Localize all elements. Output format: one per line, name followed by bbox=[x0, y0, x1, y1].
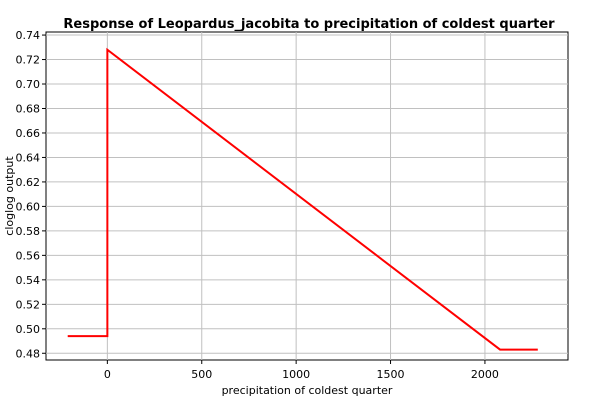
series-layer bbox=[67, 47, 538, 351]
plot-area bbox=[45, 31, 569, 361]
y-axis-label: cloglog output bbox=[3, 156, 16, 236]
y-tick-label: 0.58 bbox=[16, 225, 41, 238]
y-tick-label: 0.52 bbox=[16, 298, 41, 311]
x-tick-label: 1000 bbox=[282, 368, 310, 381]
y-tick-label: 0.56 bbox=[16, 249, 41, 262]
y-tick-label: 0.60 bbox=[16, 200, 41, 213]
y-tick-label: 0.50 bbox=[16, 323, 41, 336]
x-tick-label: 500 bbox=[191, 368, 212, 381]
axis-ticks: 0 500 1000 1500 2000 0.48 0.50 0.52 0.54 0.56 0.58… bbox=[16, 29, 499, 381]
x-tick-label: 1500 bbox=[377, 368, 405, 381]
y-tick-label: 0.48 bbox=[16, 347, 41, 360]
y-tick-label: 0.54 bbox=[16, 274, 41, 287]
response-curve-line bbox=[67, 47, 538, 351]
y-tick-label: 0.66 bbox=[16, 127, 41, 140]
x-tick-label: 0 bbox=[104, 368, 111, 381]
y-tick-label: 0.70 bbox=[16, 78, 41, 91]
x-tick-label: 2000 bbox=[471, 368, 499, 381]
chart-title: Response of Leopardus_jacobita to precip… bbox=[63, 17, 555, 32]
y-tick-label: 0.62 bbox=[16, 176, 41, 189]
y-tick-label: 0.72 bbox=[16, 54, 41, 67]
grid-lines bbox=[46, 32, 568, 360]
y-tick-label: 0.64 bbox=[16, 151, 41, 164]
y-tick-label: 0.74 bbox=[16, 29, 41, 42]
y-tick-label: 0.68 bbox=[16, 102, 41, 115]
x-axis-label: precipitation of coldest quarter bbox=[222, 384, 393, 397]
